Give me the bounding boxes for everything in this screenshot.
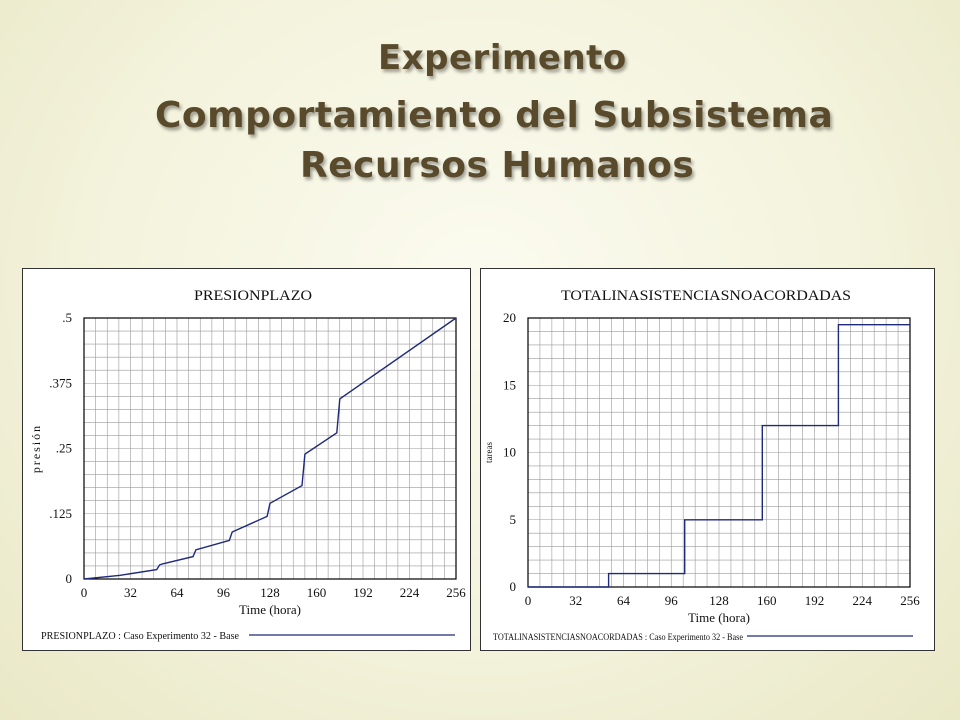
chart-inasistencias: TOTALINASISTENCIASNOACORDADAS 0 32 64 96 128 1… (480, 268, 935, 651)
plot-frame (527, 317, 911, 588)
series-line (528, 324, 910, 588)
x-tick-label: 224 (400, 585, 420, 600)
x-tick-label: 160 (307, 585, 327, 600)
title-line-1: Experimento (378, 38, 627, 78)
x-tick-label: 192 (353, 585, 373, 600)
chart-title: TOTALINASISTENCIASNOACORDADAS (561, 288, 851, 304)
legend-label: TOTALINASISTENCIASNOACORDADAS : Caso Exp… (493, 632, 743, 642)
x-tick-label: 32 (124, 585, 137, 600)
x-tick-label: 96 (217, 585, 231, 600)
x-axis-label: Time (hora) (239, 602, 301, 617)
x-tick-label: 128 (260, 585, 280, 600)
x-tick-label: 128 (709, 593, 729, 608)
y-tick-label: .5 (62, 310, 72, 325)
x-tick-label: 96 (665, 593, 679, 608)
y-tick-label: 5 (510, 512, 517, 527)
series-line (83, 317, 457, 580)
plot-frame (83, 317, 457, 580)
y-tick-label: 15 (503, 377, 516, 392)
x-tick-label: 32 (569, 593, 582, 608)
y-tick-label: .25 (56, 441, 72, 456)
y-tick-label: 20 (503, 310, 516, 325)
x-tick-label: 256 (900, 593, 920, 608)
y-tick-label: .125 (49, 506, 72, 521)
y-tick-label: 0 (66, 571, 73, 586)
chart-presionplazo-svg: PRESIONPLAZO 0 32 64 96 128 160 192 224 256 0 .125.… (29, 288, 466, 642)
legend-label: PRESIONPLAZO : Caso Experimento 32 - Bas… (41, 630, 239, 642)
x-tick-label: 192 (805, 593, 825, 608)
slide-title: Experimento Comportamiento del Subsistem… (0, 0, 960, 250)
y-axis-label: presión (29, 424, 43, 473)
y-tick-label: 10 (503, 445, 516, 460)
x-tick-label: 0 (81, 585, 88, 600)
x-tick-label: 256 (446, 585, 466, 600)
y-tick-label: .375 (49, 375, 72, 390)
title-line-2: Comportamiento del Subsistema (155, 95, 834, 136)
x-tick-label: 64 (171, 585, 185, 600)
x-tick-label: 0 (525, 593, 532, 608)
chart-inasistencias-svg: TOTALINASISTENCIASNOACORDADAS 0 32 64 96 128 1… (484, 288, 920, 642)
chart-title: PRESIONPLAZO (194, 288, 312, 304)
x-tick-label: 224 (853, 593, 873, 608)
chart-presionplazo: PRESIONPLAZO 0 32 64 96 128 160 192 224 256 0 .125.… (22, 268, 471, 651)
x-axis-label: Time (hora) (688, 610, 750, 625)
title-line-3: Recursos Humanos (300, 145, 695, 186)
y-axis-label: tareas (484, 442, 494, 463)
y-tick-label: 0 (510, 579, 517, 594)
x-tick-label: 64 (617, 593, 631, 608)
x-tick-label: 160 (757, 593, 777, 608)
